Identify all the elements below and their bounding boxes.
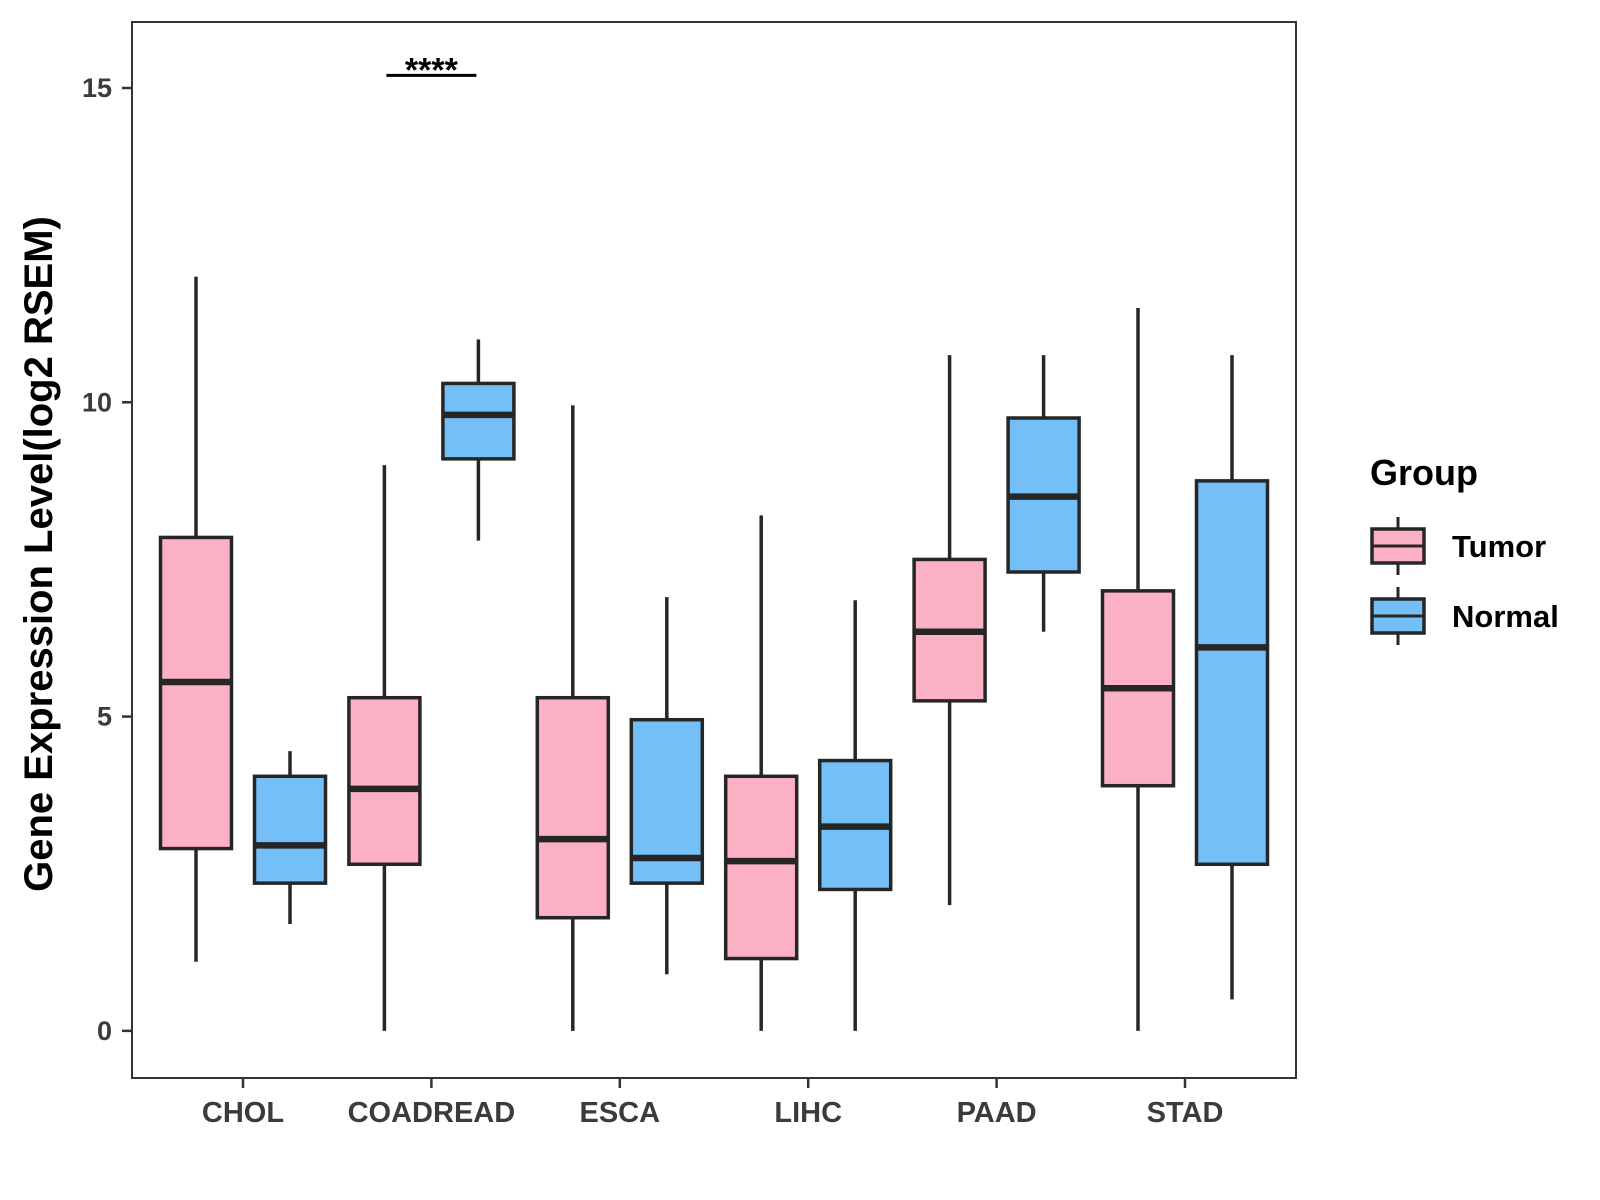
box-tumor-paad [912,355,987,906]
plot-border [131,21,1297,1079]
box-tumor-coadread [347,465,422,1031]
legend-key-tumor [1370,517,1426,575]
box-normal-chol [252,751,328,924]
box-tumor-stad [1100,308,1176,1031]
iqr-box [1194,479,1270,867]
y-tick-label: 0 [97,1016,112,1046]
y-tick-label: 10 [82,387,112,417]
legend-label-tumor: Tumor [1452,529,1546,564]
box-normal-esca [629,597,705,975]
x-tick-label-esca: ESCA [580,1097,661,1129]
box-tumor-esca [535,405,611,1031]
y-tick-label: 15 [82,73,112,103]
y-tick-label: 5 [97,702,112,732]
x-tick-label-stad: STAD [1147,1097,1224,1129]
box-normal-lihc [817,600,893,1031]
box-normal-stad [1194,355,1270,1000]
x-tick-label-coadread: COADREAD [348,1097,516,1129]
iqr-box [441,381,516,461]
iqr-box [252,774,328,885]
iqr-box [535,695,611,920]
box-tumor-chol [158,276,234,962]
legend-label-normal: Normal [1452,599,1559,634]
legend-key-normal [1370,587,1426,645]
iqr-box [723,774,799,961]
legend: Group Tumor Normal [1370,452,1559,645]
legend-title: Group [1370,452,1478,493]
box-normal-coadread [441,339,516,541]
box-normal-paad [1006,355,1081,632]
x-tick-label-chol: CHOL [202,1097,284,1129]
plot-area: 0 5 10 15 CHOL COADREAD ESCA LIHC PAAD STAD **** [82,21,1297,1129]
y-axis-title: Gene Expression Level(log2 RSEM) [17,216,61,892]
x-tick-label-paad: PAAD [957,1097,1037,1129]
box-tumor-lihc [723,515,799,1031]
x-tick-label-lihc: LIHC [774,1097,842,1129]
significance-label: **** [405,51,459,89]
iqr-box [158,535,234,851]
iqr-box [347,695,422,867]
